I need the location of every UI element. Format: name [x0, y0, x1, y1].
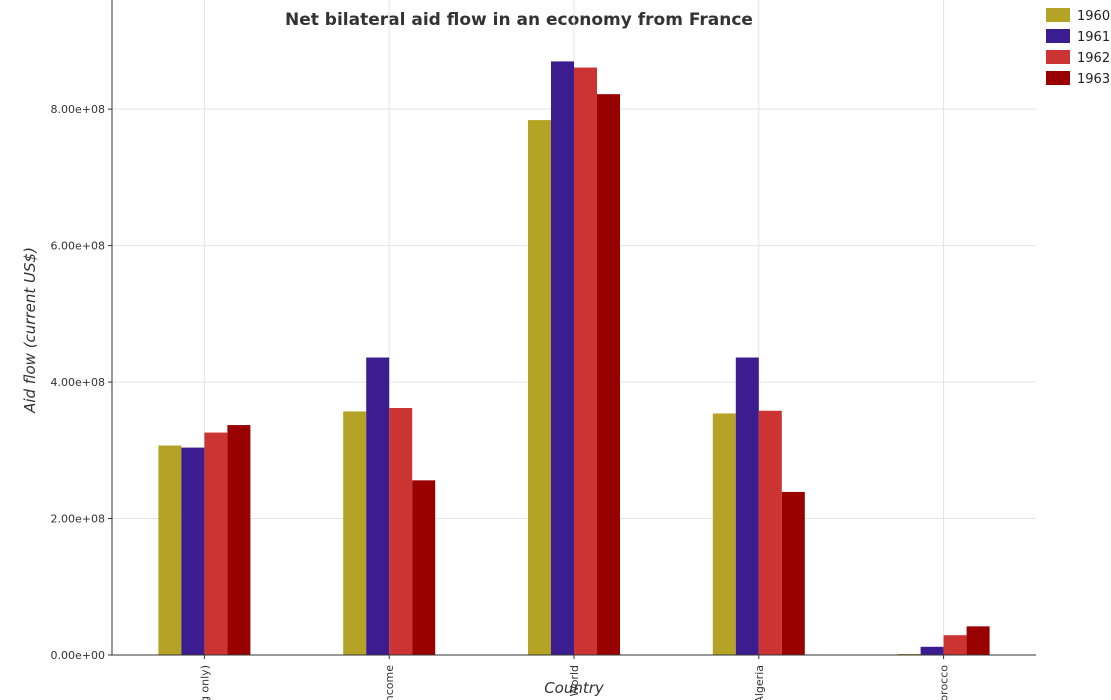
legend-swatch-1962 — [1046, 50, 1070, 64]
legend: 1960 1961 1962 1963 — [1046, 8, 1110, 87]
legend-label: 1960 — [1077, 9, 1110, 24]
bar-1963 — [597, 94, 620, 655]
bar-1961 — [181, 447, 205, 655]
legend-swatch-1963 — [1046, 71, 1070, 85]
bar-1963 — [227, 425, 251, 655]
bar-1962 — [204, 432, 228, 655]
x-tick-label: Upper middle income — [383, 665, 396, 700]
bar-1963 — [412, 480, 436, 655]
y-tick-label: 8.00e+08 — [51, 103, 105, 116]
chart-title: Net bilateral aid flow in an economy fro… — [285, 10, 753, 30]
y-tick-label: 0.00e+00 — [51, 649, 105, 662]
bar-1960 — [343, 411, 367, 655]
legend-label: 1963 — [1077, 72, 1110, 87]
legend-label: 1962 — [1077, 51, 1110, 66]
legend-swatch-1961 — [1046, 29, 1070, 43]
y-tick-label: 4.00e+08 — [51, 376, 105, 389]
x-tick-label: Algeria — [753, 665, 766, 700]
x-axis-label: Country — [544, 679, 605, 697]
bar-1961 — [551, 61, 574, 655]
bars — [158, 61, 990, 656]
y-tick-label: 2.00e+08 — [51, 513, 105, 526]
bar-1960 — [712, 413, 736, 655]
bar-1960 — [158, 445, 182, 655]
legend-label: 1961 — [1077, 30, 1110, 45]
bar-1961 — [920, 646, 944, 655]
legend-swatch-1960 — [1046, 8, 1070, 22]
bar-1962 — [389, 408, 413, 655]
bar-1961 — [735, 357, 759, 655]
bar-1962 — [943, 635, 967, 655]
bar-1963 — [966, 626, 990, 655]
bar-1960 — [528, 120, 551, 656]
bar-1962 — [758, 410, 782, 655]
x-tick-label: World — [568, 665, 581, 697]
x-tick-label: Morocco — [938, 665, 951, 700]
bar-1963 — [781, 491, 805, 655]
y-ticks: 0.00e+00 2.00e+08 4.00e+08 6.00e+08 8.00e+08 — [51, 103, 112, 662]
bar-1962 — [574, 67, 597, 655]
x-tick-label: Sub-Saharan Africa (developing only) — [198, 665, 211, 700]
x-ticks: Sub-Saharan Africa (developing only) Uppe… — [198, 655, 951, 700]
bar-1961 — [366, 357, 390, 655]
y-tick-label: 6.00e+08 — [51, 240, 105, 253]
y-axis-label: Aid flow (current US$) — [21, 247, 39, 414]
